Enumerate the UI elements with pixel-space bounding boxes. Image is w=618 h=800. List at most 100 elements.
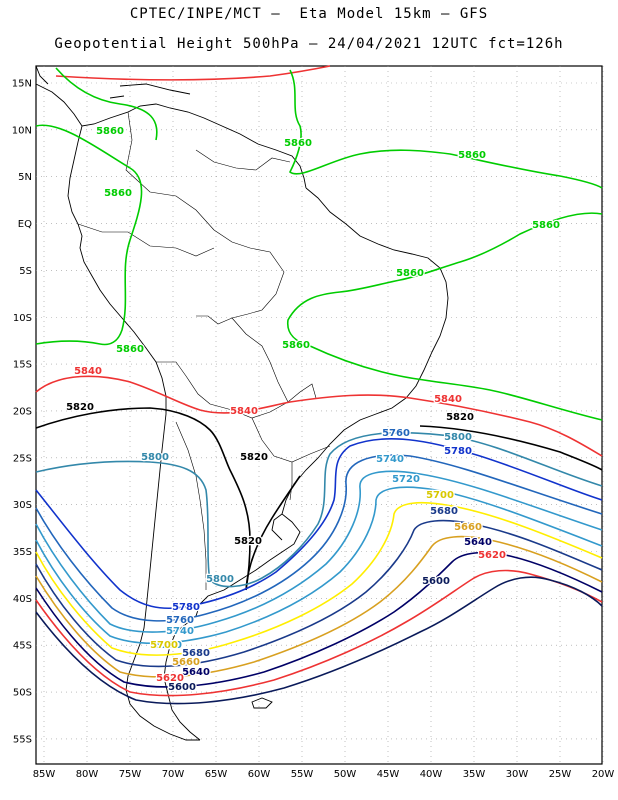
contour-label: 5700 — [426, 490, 454, 501]
contour-5820-east — [419, 425, 603, 471]
contour-5780 — [35, 438, 603, 610]
central-america-coast — [35, 65, 49, 85]
lon-tick-label: 20W — [592, 769, 615, 780]
geopotential-contours — [35, 65, 603, 705]
lat-tick-label: 5N — [18, 172, 32, 183]
lat-tick-label: 25S — [13, 453, 32, 464]
lon-tick-label: 75W — [119, 769, 142, 780]
contour-label: 5840 — [230, 406, 258, 417]
contour-5860-north — [288, 69, 603, 189]
lat-tick-label: 15N — [12, 79, 32, 90]
border-bolivia-brazil — [231, 317, 289, 403]
map-frame — [35, 65, 603, 765]
contour-5860-east — [309, 345, 603, 421]
contour-5660 — [35, 535, 603, 678]
north-coast — [35, 83, 307, 189]
contour-5700 — [35, 501, 603, 656]
contour-5820-west — [35, 407, 251, 591]
axis-ticks: 15N 10N 5N EQ 5S 10S 15S 20S 25S 30S 35S 40S 45S 50S 5… — [12, 79, 615, 781]
contour-5860-nw — [55, 67, 158, 141]
east-coast — [163, 187, 449, 741]
contour-label: 5780 — [444, 446, 472, 457]
lon-tick-label: 80W — [76, 769, 99, 780]
border-uruguay — [289, 462, 293, 501]
lat-tick-label: 50S — [13, 688, 32, 699]
contour-label: 5840 — [434, 394, 462, 405]
coastline — [35, 65, 449, 741]
contour-label: 5820 — [234, 536, 262, 547]
lat-tick-label: 35S — [13, 547, 32, 558]
contour-label: 5820 — [446, 412, 474, 423]
contour-top-red — [55, 65, 331, 81]
contour-5860-west — [35, 124, 143, 346]
lat-tick-label: 5S — [19, 266, 32, 277]
contour-label: 5860 — [282, 340, 310, 351]
contour-label: 5600 — [422, 576, 450, 587]
contour-label: 5860 — [104, 188, 132, 199]
contour-5760 — [35, 454, 603, 622]
contour-5680 — [35, 519, 603, 668]
border-ecuador-peru — [77, 223, 215, 257]
contour-label: 5680 — [430, 506, 458, 517]
contour-label: 5760 — [166, 615, 194, 626]
border-paraguay — [251, 417, 331, 463]
contour-label: 5860 — [532, 220, 560, 231]
lat-tick-label: 20S — [13, 406, 32, 417]
lon-tick-label: 85W — [33, 769, 56, 780]
contour-labels: 5860 5860 5860 5860 5860 5860 5860 5860 5840 5840… — [65, 125, 561, 695]
contour-label: 5840 — [74, 366, 102, 377]
contour-label: 5740 — [166, 626, 194, 637]
contour-label: 5620 — [478, 550, 506, 561]
caribbean-island — [119, 83, 191, 95]
border-bolivia-south — [156, 361, 317, 419]
lon-tick-label: 25W — [549, 769, 572, 780]
border-chile-argentina — [175, 421, 207, 590]
contour-label: 5860 — [284, 138, 312, 149]
contour-label: 5640 — [464, 537, 492, 548]
west-coast — [67, 125, 200, 741]
lon-tick-label: 40W — [420, 769, 443, 780]
contour-5600 — [35, 576, 603, 705]
contour-label: 5800 — [141, 452, 169, 463]
lat-tick-label: 30S — [13, 500, 32, 511]
map-title-line2: Geopotential Height 500hPa – 24/04/2021 … — [54, 36, 564, 52]
contour-5800 — [35, 431, 603, 588]
lon-tick-label: 50W — [334, 769, 357, 780]
contour-5740 — [35, 470, 603, 633]
lat-tick-label: 15S — [13, 360, 32, 371]
lat-tick-label: 55S — [13, 734, 32, 745]
contour-label: 5860 — [458, 150, 486, 161]
contour-label: 5660 — [454, 522, 482, 533]
lon-tick-label: 30W — [506, 769, 529, 780]
contour-5840 — [35, 375, 603, 457]
contour-label: 5740 — [376, 454, 404, 465]
contour-label: 5780 — [172, 602, 200, 613]
lat-tick-label: EQ — [18, 219, 32, 230]
contour-label: 5720 — [392, 474, 420, 485]
lon-tick-label: 70W — [162, 769, 185, 780]
contour-5620 — [35, 569, 603, 697]
contour-5820-mid — [245, 475, 301, 591]
contour-label: 5720 — [154, 640, 182, 651]
border-guianas — [195, 149, 291, 171]
contour-5640 — [35, 551, 603, 688]
map-title-line1: CPTEC/INPE/MCT – Eta Model 15km – GFS — [129, 6, 489, 22]
contour-label: 5600 — [168, 682, 196, 693]
border-colombia-venezuela — [125, 111, 215, 231]
contour-5860-center — [286, 212, 603, 347]
lon-tick-label: 60W — [248, 769, 271, 780]
lat-tick-label: 10S — [13, 313, 32, 324]
contour-label: 5820 — [66, 402, 94, 413]
rio-de-la-plata — [271, 513, 283, 541]
contour-label: 5860 — [396, 268, 424, 279]
country-borders — [77, 111, 331, 590]
contour-label: 5760 — [382, 428, 410, 439]
lon-tick-label: 65W — [205, 769, 228, 780]
contour-label: 5700 — [150, 640, 178, 651]
caribbean-island-2 — [109, 95, 125, 99]
lon-tick-label: 55W — [291, 769, 314, 780]
contour-label: 5800 — [444, 432, 472, 443]
contour-label: 5660 — [172, 657, 200, 668]
lon-tick-label: 35W — [463, 769, 486, 780]
